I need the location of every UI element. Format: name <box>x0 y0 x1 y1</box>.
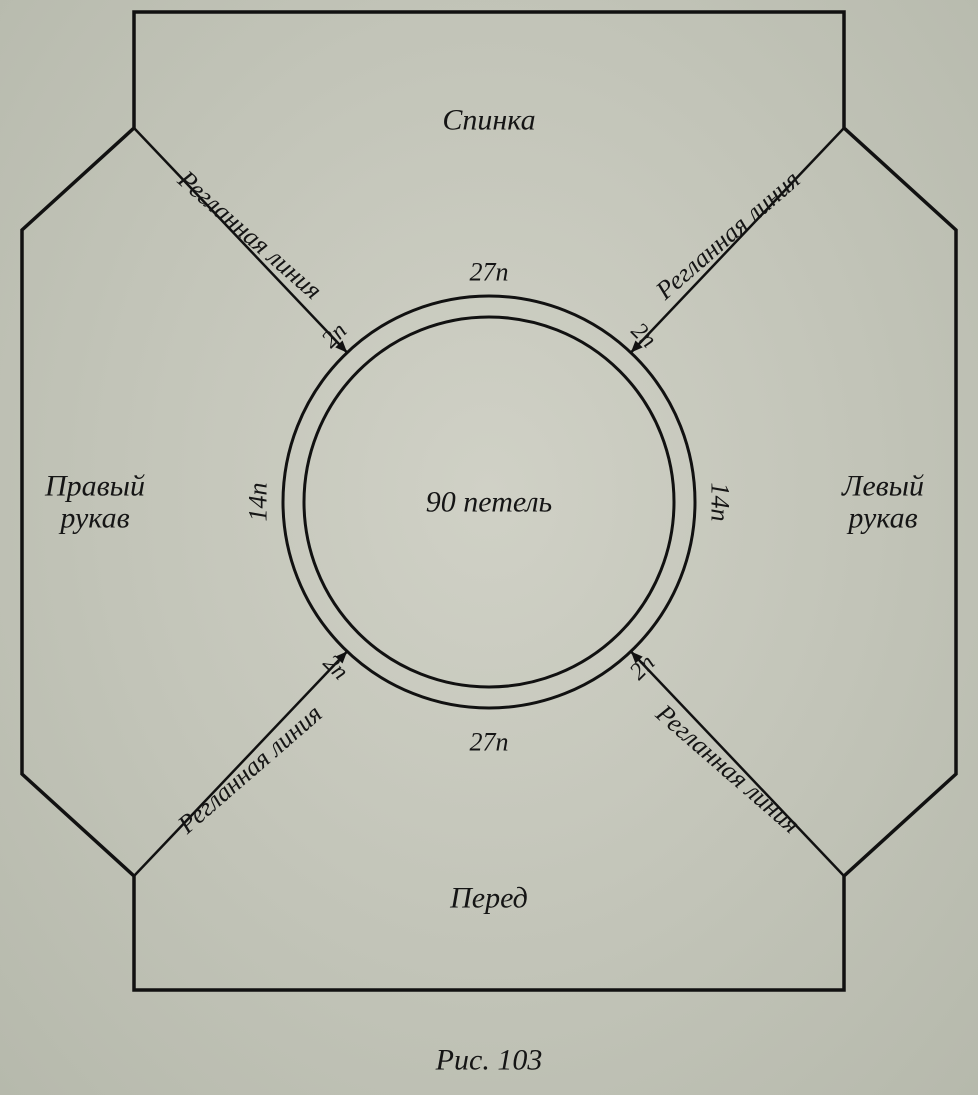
label-left-sleeve: Левый рукав <box>842 471 924 534</box>
figure-caption: Рис. 103 <box>436 1044 543 1076</box>
diagram-page: Спинка Перед Правый рукав Левый рукав 90… <box>0 0 978 1095</box>
label-right-sleeve: Правый рукав <box>45 471 145 534</box>
label-center: 90 петель <box>426 486 552 518</box>
raglan-diagram <box>0 0 978 1095</box>
label-right-arc: 14п <box>706 483 733 522</box>
label-top-arc: 27п <box>470 258 509 285</box>
label-left-arc: 14п <box>244 483 271 522</box>
label-back: Спинка <box>442 104 535 136</box>
label-bottom-arc: 27п <box>470 728 509 755</box>
label-front: Перед <box>450 882 528 914</box>
